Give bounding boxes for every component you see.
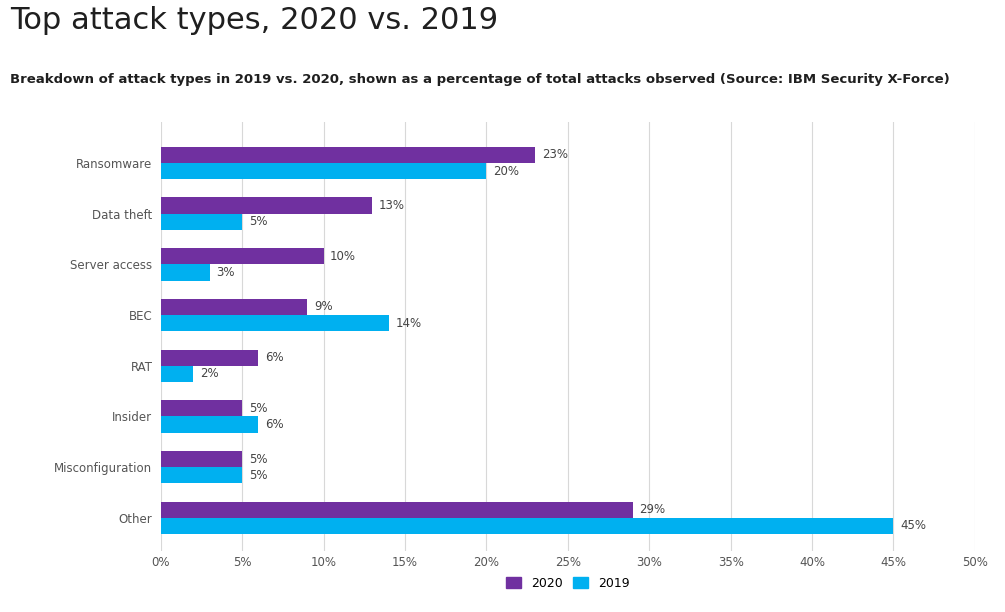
Text: 20%: 20%: [492, 165, 519, 177]
Text: 5%: 5%: [248, 469, 267, 482]
Bar: [161, 315, 389, 331]
Bar: [161, 349, 258, 366]
Bar: [161, 416, 258, 433]
Text: 23%: 23%: [542, 148, 568, 162]
Text: 6%: 6%: [265, 418, 283, 431]
Bar: [161, 214, 242, 230]
Bar: [161, 366, 193, 382]
Text: 10%: 10%: [330, 250, 356, 263]
Text: Breakdown of attack types in 2019 vs. 2020, shown as a percentage of total attac: Breakdown of attack types in 2019 vs. 20…: [10, 73, 950, 86]
Bar: [161, 264, 210, 280]
Bar: [161, 502, 633, 518]
Bar: [161, 400, 242, 416]
Bar: [161, 198, 373, 214]
Bar: [161, 147, 536, 163]
Bar: [161, 467, 242, 483]
Text: 3%: 3%: [216, 266, 234, 279]
Text: 2%: 2%: [200, 367, 218, 381]
Bar: [161, 163, 486, 179]
Text: 5%: 5%: [248, 215, 267, 228]
Text: Top attack types, 2020 vs. 2019: Top attack types, 2020 vs. 2019: [10, 6, 498, 35]
Text: 5%: 5%: [248, 402, 267, 415]
Text: 6%: 6%: [265, 351, 283, 364]
Text: 14%: 14%: [395, 316, 421, 330]
Bar: [161, 451, 242, 467]
Text: 45%: 45%: [899, 520, 926, 532]
Text: 13%: 13%: [379, 199, 405, 212]
Text: 29%: 29%: [639, 503, 665, 517]
Text: 9%: 9%: [314, 300, 333, 313]
Bar: [161, 248, 324, 264]
Bar: [161, 299, 308, 315]
Legend: 2020, 2019: 2020, 2019: [499, 570, 636, 596]
Text: 5%: 5%: [248, 452, 267, 466]
Bar: [161, 518, 893, 534]
